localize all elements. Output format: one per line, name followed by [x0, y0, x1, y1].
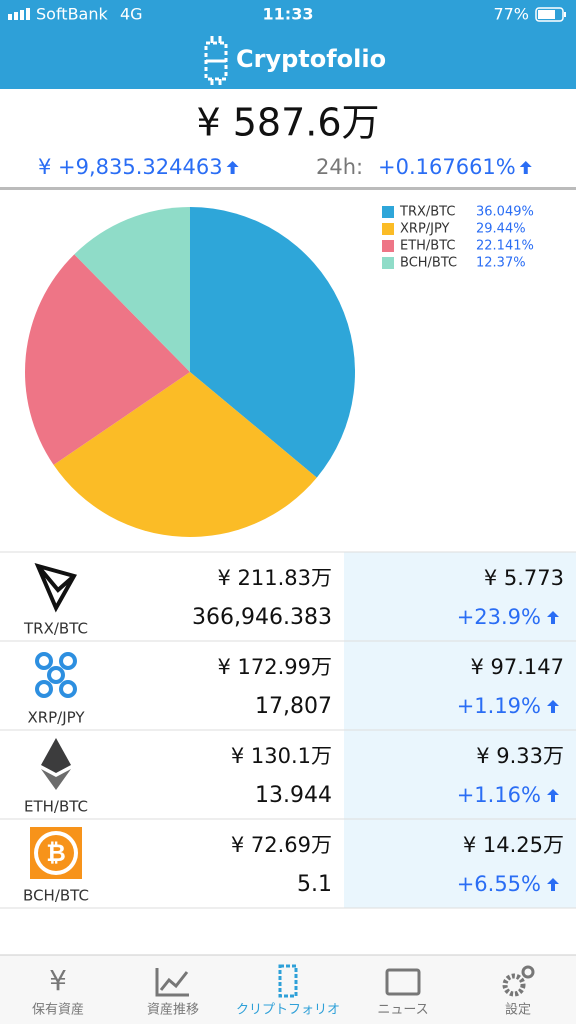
coin-icon — [35, 652, 53, 670]
pie-slice — [53, 372, 317, 537]
legend-value: 12.37% — [476, 256, 526, 271]
legend-value: 29.44% — [476, 222, 526, 237]
pie-slice — [74, 207, 190, 372]
tab-icon — [502, 973, 526, 997]
coin-icon — [47, 666, 65, 684]
legend-swatch — [382, 240, 394, 252]
price: ¥ 14.25万 — [463, 833, 564, 857]
coin-icon — [59, 680, 77, 698]
tab-label[interactable]: クリプトフォリオ — [236, 1003, 340, 1018]
coin-icon — [34, 562, 77, 613]
legend-swatch — [382, 257, 394, 269]
coin-icon — [38, 835, 74, 871]
holding-amount: 366,946.383 — [192, 605, 332, 630]
tab[interactable]: クリプトフォリオ — [236, 964, 340, 1018]
price: ¥ 5.773 — [484, 566, 564, 590]
tab[interactable]: ¥ 保有資産 — [32, 964, 84, 1018]
holding-amount: 17,807 — [255, 694, 332, 719]
tab-icon — [278, 964, 298, 998]
total-value: ¥ 587.6万 — [196, 101, 379, 145]
up-arrow — [547, 878, 559, 891]
app-title: Cryptofolio — [236, 45, 386, 73]
coin-icon — [35, 680, 53, 698]
price: ¥ 9.33万 — [476, 744, 564, 768]
period-label: 24h: — [316, 155, 363, 179]
period-change: +0.167661% — [378, 155, 516, 179]
tab-label[interactable]: 資産推移 — [147, 1002, 199, 1018]
divider — [0, 187, 576, 190]
total-change: ¥ +9,835.324463 — [38, 155, 223, 179]
legend-label: BCH/BTC — [400, 256, 457, 271]
tab-label[interactable]: ニュース — [377, 1003, 428, 1018]
coin-icon — [41, 738, 71, 773]
price-change: +23.9% — [457, 605, 541, 629]
pie-slice — [24, 254, 191, 465]
tab[interactable]: 設定 — [502, 965, 535, 1018]
tab-icon — [155, 968, 189, 997]
holding-value: ¥ 72.69万 — [231, 833, 332, 857]
legend-swatch — [382, 223, 394, 235]
up-arrow — [519, 161, 532, 174]
up-arrow — [226, 161, 239, 174]
pair-name: BCH/BTC — [23, 887, 89, 905]
coin-icon — [41, 769, 71, 790]
price-change: +1.19% — [457, 694, 541, 718]
price-change: +6.55% — [457, 872, 541, 896]
pair-name: TRX/BTC — [23, 620, 88, 638]
battery-text: 77% — [493, 5, 529, 24]
holding-value: ¥ 211.83万 — [217, 566, 332, 590]
tab-label[interactable]: 設定 — [505, 1002, 531, 1018]
pair-name: XRP/JPY — [27, 709, 85, 727]
holding-amount: 13.944 — [255, 783, 332, 808]
price-change: +1.16% — [457, 783, 541, 807]
tab-icon: ¥ — [49, 964, 67, 997]
legend-label: XRP/JPY — [400, 222, 450, 237]
battery-icon — [535, 7, 566, 22]
tab[interactable]: ニュース — [377, 968, 429, 1018]
holding-value: ¥ 130.1万 — [231, 744, 332, 768]
tab[interactable]: 資産推移 — [147, 968, 199, 1018]
coin-icon — [59, 652, 77, 670]
holding-value: ¥ 172.99万 — [217, 655, 332, 679]
legend-value: 36.049% — [476, 205, 534, 220]
network: 4G — [120, 5, 143, 24]
up-arrow — [547, 700, 559, 713]
time: 11:33 — [263, 5, 314, 24]
pair-name: ETH/BTC — [24, 798, 88, 816]
tab-icon — [521, 965, 535, 979]
logo — [204, 36, 228, 85]
tab-icon — [385, 968, 421, 996]
pie-slice — [190, 207, 355, 478]
coin-icon: ₿ — [46, 839, 66, 867]
price: ¥ 97.147 — [470, 655, 564, 679]
legend-swatch — [382, 206, 394, 218]
tab-label[interactable]: 保有資産 — [32, 1002, 84, 1018]
header-bg — [0, 0, 576, 89]
up-arrow — [547, 611, 559, 624]
carrier: SoftBank — [36, 5, 108, 24]
legend-label: TRX/BTC — [399, 205, 455, 220]
legend-label: ETH/BTC — [400, 239, 456, 254]
holding-amount: 5.1 — [297, 872, 332, 897]
up-arrow — [547, 789, 559, 802]
signal — [8, 8, 30, 20]
legend-value: 22.141% — [476, 239, 534, 254]
